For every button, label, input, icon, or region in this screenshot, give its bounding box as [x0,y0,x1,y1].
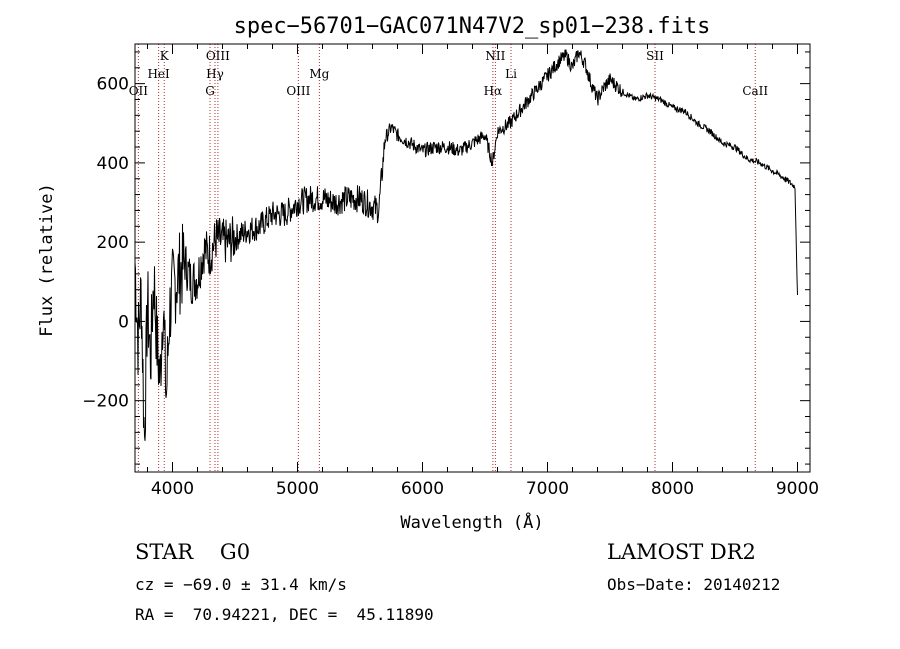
line-marker-label: OIII [286,84,310,98]
spectral-class: STAR G0 [135,540,251,564]
spectrum-line [134,49,798,441]
x-tick-label: 4000 [151,479,194,499]
y-axis-ticks: −200 0 200 400 600 [82,51,810,465]
line-marker-label: Mg [309,67,329,81]
line-marker-label: Hγ [206,67,224,81]
x-axis-label: Wavelength (Å) [400,511,543,533]
x-axis-ticks: 4000 5000 6000 7000 8000 9000 [147,44,819,499]
sky-coordinates: RA = 70.94221, DEC = 45.11890 [135,605,434,624]
y-tick-label: 600 [97,75,129,95]
observation-date: Obs−Date: 20140212 [607,575,781,594]
line-marker-label: G [205,84,215,98]
x-tick-label: 8000 [651,479,694,499]
plot-frame [134,43,811,473]
y-axis-label: Flux (relative) [37,183,57,337]
y-tick-label: 400 [97,154,129,174]
line-marker-label: Hα [484,84,503,98]
redshift-velocity: cz = −69.0 ± 31.4 km/s [135,575,347,594]
line-marker-label: CaII [742,84,768,98]
line-marker-label: Li [505,67,517,81]
line-marker-label: OII [129,84,149,98]
line-marker-label: SII [646,49,664,63]
chart-title: spec−56701−GAC071N47V2_sp01−238.fits [234,14,711,39]
x-tick-label: 9000 [776,479,819,499]
spectrum-series [134,49,798,441]
survey-name: LAMOST DR2 [607,540,756,564]
y-tick-label: −200 [82,392,129,412]
x-tick-label: 6000 [401,479,444,499]
y-tick-label: 0 [118,312,129,332]
line-marker-label: OIII [206,49,230,63]
line-marker-label: HeI [147,67,170,81]
x-tick-label: 5000 [276,479,319,499]
y-tick-label: 200 [97,233,129,253]
line-marker-label: K [160,49,170,63]
x-tick-label: 7000 [526,479,569,499]
line-marker-label: NII [485,49,505,63]
